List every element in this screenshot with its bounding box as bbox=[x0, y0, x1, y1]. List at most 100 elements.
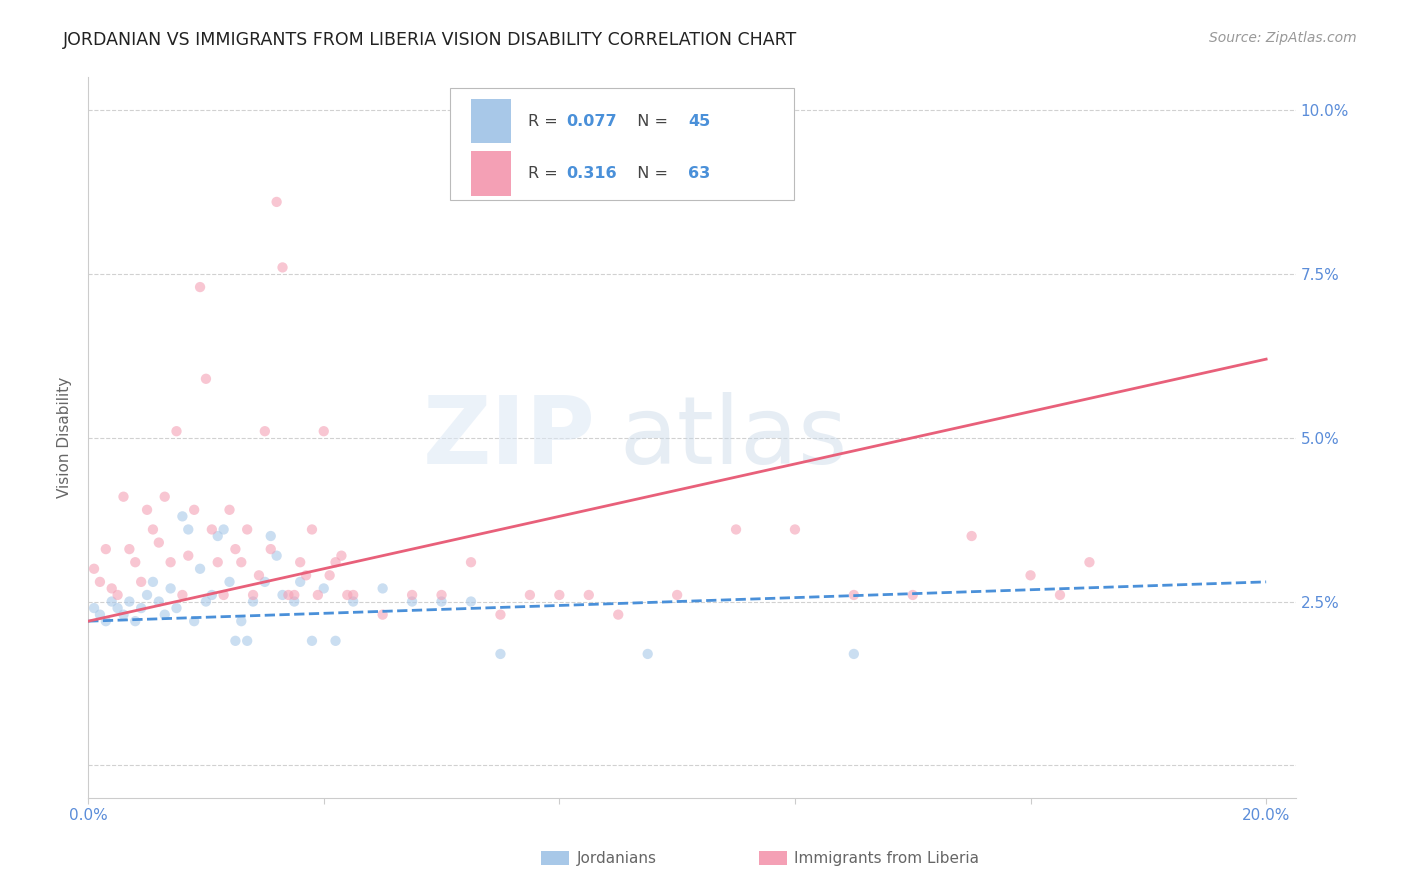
Point bbox=[100, 594, 122, 608]
Point bbox=[548, 588, 571, 602]
Point bbox=[94, 542, 117, 557]
Bar bbox=[471, 99, 510, 144]
Text: N =: N = bbox=[627, 113, 673, 128]
Point bbox=[489, 647, 512, 661]
Point bbox=[136, 503, 159, 517]
Text: R =: R = bbox=[527, 113, 562, 128]
Point bbox=[271, 260, 294, 275]
Point bbox=[342, 588, 364, 602]
Point bbox=[148, 535, 170, 549]
Point bbox=[247, 568, 270, 582]
Point bbox=[725, 523, 748, 537]
Point bbox=[153, 490, 176, 504]
Point bbox=[325, 555, 347, 569]
Point bbox=[207, 555, 229, 569]
Point bbox=[607, 607, 630, 622]
Point bbox=[253, 424, 276, 438]
Point bbox=[460, 555, 482, 569]
Point bbox=[112, 607, 135, 622]
Point bbox=[224, 542, 246, 557]
Y-axis label: Vision Disability: Vision Disability bbox=[58, 377, 72, 499]
Point bbox=[201, 523, 224, 537]
Point bbox=[194, 594, 217, 608]
Point bbox=[153, 607, 176, 622]
Point bbox=[1019, 568, 1042, 582]
Point bbox=[89, 607, 111, 622]
Point bbox=[172, 509, 194, 524]
Point bbox=[136, 588, 159, 602]
Point bbox=[183, 614, 205, 628]
Text: Jordanians: Jordanians bbox=[576, 851, 657, 865]
FancyBboxPatch shape bbox=[450, 88, 794, 200]
Point bbox=[318, 568, 340, 582]
Point bbox=[460, 594, 482, 608]
Point bbox=[218, 503, 240, 517]
Point bbox=[1049, 588, 1071, 602]
Point bbox=[183, 503, 205, 517]
Point bbox=[371, 582, 394, 596]
Point bbox=[112, 490, 135, 504]
Point bbox=[578, 588, 600, 602]
Point bbox=[342, 594, 364, 608]
Point bbox=[94, 614, 117, 628]
Point bbox=[519, 588, 541, 602]
Point bbox=[100, 582, 122, 596]
Point bbox=[430, 588, 453, 602]
Point bbox=[177, 523, 200, 537]
Point bbox=[301, 633, 323, 648]
Point bbox=[159, 555, 181, 569]
Point bbox=[159, 582, 181, 596]
Text: 63: 63 bbox=[689, 166, 710, 181]
Point bbox=[295, 568, 318, 582]
Text: N =: N = bbox=[627, 166, 673, 181]
Point bbox=[260, 529, 283, 543]
Point bbox=[194, 372, 217, 386]
Point bbox=[260, 542, 283, 557]
Point bbox=[89, 574, 111, 589]
Point bbox=[129, 574, 152, 589]
Point bbox=[231, 555, 253, 569]
Point bbox=[371, 607, 394, 622]
Point bbox=[489, 607, 512, 622]
Point bbox=[236, 633, 259, 648]
Point bbox=[212, 523, 235, 537]
Point bbox=[783, 523, 806, 537]
Point bbox=[301, 523, 323, 537]
Point bbox=[283, 594, 305, 608]
Text: Immigrants from Liberia: Immigrants from Liberia bbox=[794, 851, 980, 865]
Point bbox=[142, 574, 165, 589]
Point bbox=[430, 594, 453, 608]
Point bbox=[201, 588, 224, 602]
Text: 0.077: 0.077 bbox=[567, 113, 617, 128]
Point bbox=[124, 555, 146, 569]
Point bbox=[330, 549, 353, 563]
Point bbox=[207, 529, 229, 543]
Point bbox=[118, 594, 141, 608]
Point bbox=[253, 574, 276, 589]
Point bbox=[83, 562, 105, 576]
Point bbox=[107, 588, 129, 602]
Point bbox=[271, 588, 294, 602]
Text: ZIP: ZIP bbox=[422, 392, 595, 483]
Text: atlas: atlas bbox=[620, 392, 848, 483]
Point bbox=[166, 424, 188, 438]
Point bbox=[277, 588, 299, 602]
Text: Source: ZipAtlas.com: Source: ZipAtlas.com bbox=[1209, 31, 1357, 45]
Point bbox=[901, 588, 924, 602]
Point bbox=[129, 601, 152, 615]
Point bbox=[842, 588, 865, 602]
Point bbox=[312, 582, 335, 596]
Point bbox=[266, 194, 288, 209]
Point bbox=[325, 633, 347, 648]
Point bbox=[218, 574, 240, 589]
Point bbox=[401, 594, 423, 608]
Point bbox=[336, 588, 359, 602]
Point bbox=[401, 588, 423, 602]
Text: JORDANIAN VS IMMIGRANTS FROM LIBERIA VISION DISABILITY CORRELATION CHART: JORDANIAN VS IMMIGRANTS FROM LIBERIA VIS… bbox=[63, 31, 797, 49]
Point bbox=[148, 594, 170, 608]
Point bbox=[172, 588, 194, 602]
Point bbox=[166, 601, 188, 615]
Point bbox=[107, 601, 129, 615]
Point bbox=[637, 647, 659, 661]
Point bbox=[666, 588, 689, 602]
